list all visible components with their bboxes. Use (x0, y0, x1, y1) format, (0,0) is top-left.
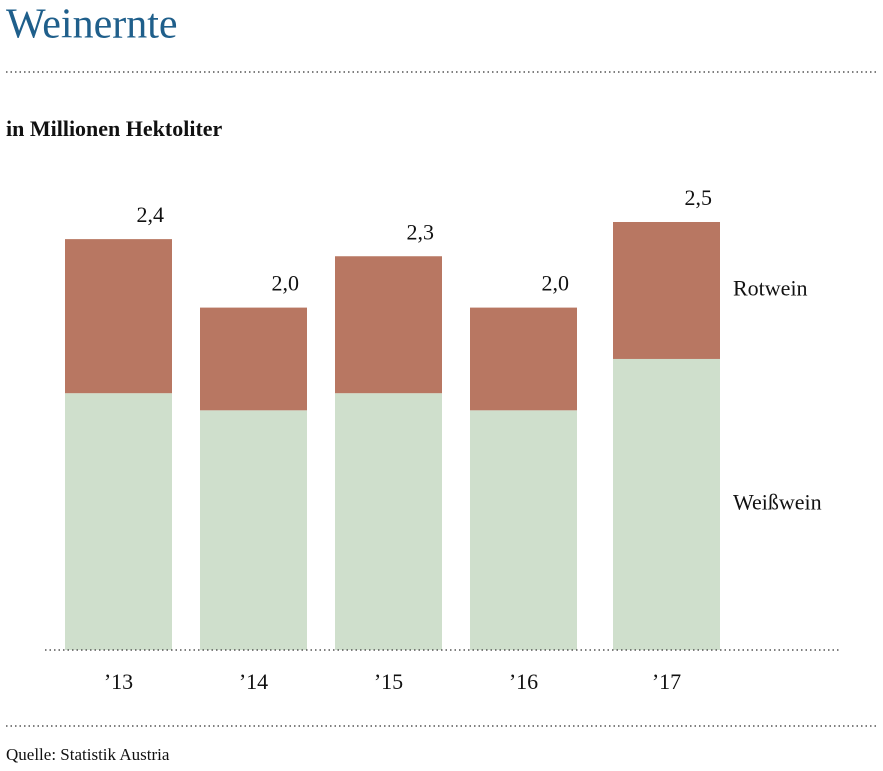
total-label: 2,5 (685, 185, 713, 210)
bar-segment (470, 410, 577, 650)
x-tick-label: ’13 (104, 669, 133, 694)
total-label: 2,3 (407, 219, 435, 244)
legend-label: Weißwein (733, 490, 822, 515)
x-tick-label: ’15 (374, 669, 403, 694)
bar-segment (65, 239, 172, 394)
chart-title: Weinernte (6, 2, 178, 48)
legend-label: Rotwein (733, 276, 808, 301)
total-label: 2,0 (542, 271, 570, 296)
bar-segment (613, 222, 720, 359)
x-tick-label: ’14 (239, 669, 268, 694)
bar-segment (335, 393, 442, 650)
bar-segment (335, 256, 442, 394)
bar-segment (65, 393, 172, 650)
bar-segment (470, 307, 577, 411)
total-label: 2,0 (272, 271, 300, 296)
bar-segment (613, 358, 720, 650)
x-tick-label: ’16 (509, 669, 538, 694)
bar-segment (200, 410, 307, 650)
source: Quelle: Statistik Austria (6, 745, 170, 764)
subtitle: in Millionen Hektoliter (6, 116, 223, 141)
total-label: 2,4 (137, 202, 165, 227)
x-tick-label: ’17 (652, 669, 681, 694)
bar-segment (200, 307, 307, 411)
